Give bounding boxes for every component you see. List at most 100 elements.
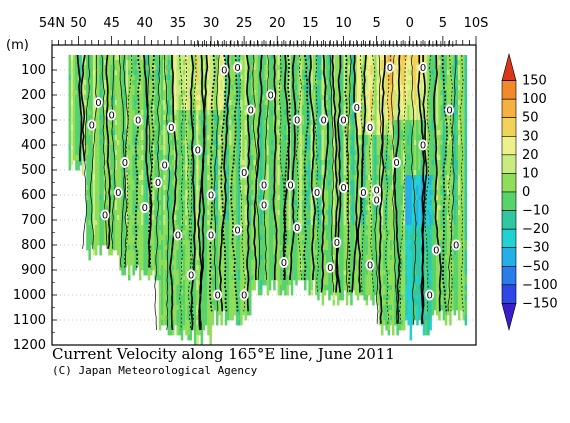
field-cell — [290, 55, 294, 61]
field-cell — [167, 105, 171, 111]
field-cell — [229, 295, 232, 301]
field-cell — [238, 170, 241, 176]
field-cell — [132, 155, 135, 161]
field-cell — [92, 90, 96, 96]
field-cell — [209, 205, 212, 211]
field-cell — [233, 165, 237, 171]
field-cell — [178, 90, 182, 96]
field-cell — [103, 60, 107, 66]
field-cell — [262, 260, 265, 266]
field-cell — [145, 70, 149, 76]
field-cell — [198, 170, 201, 176]
field-cell — [231, 110, 234, 116]
field-cell — [277, 155, 281, 161]
field-cell — [299, 155, 303, 161]
field-cell — [174, 305, 177, 311]
field-cell — [275, 115, 278, 121]
field-cell — [169, 230, 173, 236]
field-cell — [163, 180, 166, 186]
field-cell — [299, 190, 303, 196]
field-cell — [121, 250, 124, 256]
field-cell — [158, 90, 162, 96]
field-cell — [244, 205, 248, 211]
field-cell — [211, 270, 215, 276]
field-cell — [97, 180, 100, 186]
field-cell — [95, 210, 98, 216]
field-cell — [132, 265, 135, 271]
field-cell — [130, 80, 133, 86]
field-cell — [244, 70, 248, 76]
field-cell — [299, 100, 303, 106]
field-cell — [293, 275, 296, 281]
field-cell — [200, 205, 204, 211]
field-cell — [207, 320, 210, 326]
field-cell — [187, 200, 190, 206]
field-cell — [253, 260, 256, 266]
field-cell — [277, 100, 281, 106]
field-cell — [185, 195, 188, 201]
field-cell — [297, 230, 300, 236]
field-cell — [238, 155, 241, 161]
field-cell — [297, 270, 300, 276]
field-cell — [207, 250, 210, 256]
field-cell — [299, 275, 303, 281]
field-cell — [158, 60, 162, 66]
field-cell — [128, 255, 131, 261]
field-cell — [75, 75, 78, 81]
field-cell — [240, 245, 243, 251]
field-cell — [277, 55, 281, 61]
field-cell — [70, 80, 74, 86]
field-cell — [169, 165, 173, 171]
field-cell — [233, 300, 237, 306]
field-cell — [161, 75, 164, 81]
field-cell — [288, 190, 292, 196]
field-cell — [132, 125, 135, 131]
field-cell — [240, 70, 243, 76]
field-cell — [95, 90, 98, 96]
field-cell — [114, 70, 118, 76]
field-cell — [211, 165, 215, 171]
field-cell — [227, 120, 230, 126]
field-cell — [114, 215, 118, 221]
field-cell — [150, 265, 153, 271]
field-cell — [255, 200, 259, 206]
field-cell — [251, 145, 254, 151]
field-cell — [132, 115, 135, 121]
field-cell — [227, 300, 230, 306]
field-cell — [194, 115, 197, 121]
field-cell — [202, 55, 206, 61]
field-cell — [112, 100, 116, 106]
field-cell — [229, 240, 232, 246]
field-cell — [123, 100, 127, 106]
field-cell — [260, 270, 263, 276]
field-cell — [165, 215, 168, 221]
field-cell — [106, 230, 109, 236]
field-cell — [213, 110, 217, 116]
field-cell — [156, 260, 160, 266]
field-cell — [286, 220, 289, 226]
field-cell — [92, 75, 96, 81]
field-cell — [183, 230, 186, 236]
field-cell — [158, 280, 162, 286]
field-cell — [257, 100, 261, 106]
field-cell — [209, 55, 212, 61]
field-cell — [123, 235, 127, 241]
field-cell — [227, 155, 230, 161]
field-cell — [110, 195, 113, 201]
field-cell — [163, 220, 166, 226]
field-cell — [189, 230, 193, 236]
field-cell — [125, 205, 129, 211]
field-cell — [249, 235, 252, 241]
field-cell — [139, 255, 142, 261]
field-cell — [176, 240, 179, 246]
field-cell — [286, 60, 289, 66]
field-cell — [172, 200, 175, 206]
field-cell — [255, 95, 259, 101]
field-cell — [216, 65, 219, 71]
field-cell — [189, 265, 193, 271]
field-cell — [92, 130, 96, 136]
field-cell — [134, 180, 138, 186]
field-cell — [262, 265, 265, 271]
field-cell — [211, 255, 215, 261]
field-cell — [176, 225, 179, 231]
